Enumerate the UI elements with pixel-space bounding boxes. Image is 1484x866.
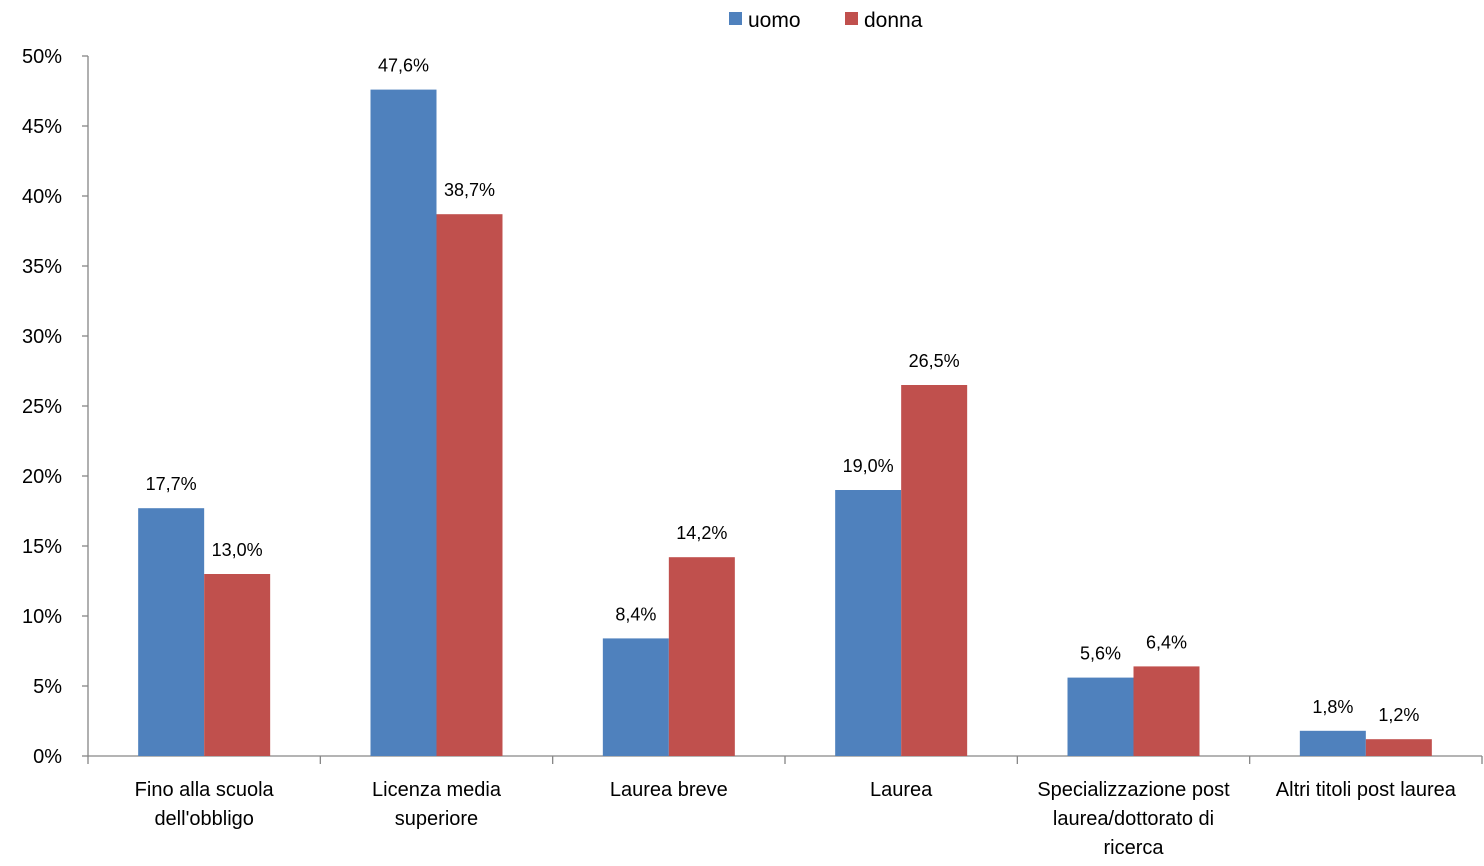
legend-swatch-uomo [729, 12, 742, 25]
bar-uomo [602, 638, 669, 756]
y-tick-label: 45% [22, 116, 62, 138]
data-label-uomo: 8,4% [615, 604, 656, 624]
y-tick-label: 40% [22, 186, 62, 208]
data-label-donna: 14,2% [676, 523, 727, 543]
bar-donna [901, 385, 968, 756]
legend: uomo donna [729, 9, 923, 32]
data-label-donna: 26,5% [909, 351, 960, 371]
category-label: Licenza media superiore [372, 779, 502, 830]
y-tick-label: 30% [22, 326, 62, 348]
bar-donna [204, 574, 271, 756]
bar-uomo [1067, 677, 1134, 756]
y-tick-label: 10% [22, 606, 62, 628]
data-label-uomo: 5,6% [1080, 644, 1121, 664]
x-axis: Fino alla scuola dell'obbligo Licenza medi… [87, 755, 1483, 859]
y-tick-label: 25% [22, 396, 62, 418]
bar-donna [1133, 666, 1200, 756]
category-label: Laurea breve [610, 779, 728, 801]
data-labels: 17,7% 47,6% 8,4% 19,0% 5,6% 1,8% 13,0% 38,7% 14,… [146, 56, 1420, 726]
y-tick-label: 20% [22, 466, 62, 488]
y-tick-label: 50% [22, 46, 62, 68]
data-label-uomo: 19,0% [843, 456, 894, 476]
data-label-donna: 38,7% [444, 180, 495, 200]
legend-label-donna: donna [864, 9, 923, 32]
y-tick-label: 15% [22, 536, 62, 558]
y-tick-label: 35% [22, 256, 62, 278]
category-label: Fino alla scuola dell'obbligo [135, 779, 275, 830]
bar-uomo [370, 89, 437, 757]
bar-donna [436, 214, 503, 756]
y-axis: 0% 5% 10% 15% 20% 25% 30% 35% 40% 45% 50% [22, 46, 89, 768]
bar-donna [1365, 739, 1432, 756]
category-label: Altri titoli post laurea [1276, 779, 1457, 801]
bars [138, 89, 1432, 757]
data-label-donna: 13,0% [212, 540, 263, 560]
data-label-uomo: 1,8% [1312, 697, 1353, 717]
category-label: Specializzazione post laurea/dottorato di… [1037, 779, 1230, 859]
bar-uomo [1299, 730, 1366, 756]
legend-label-uomo: uomo [748, 9, 801, 32]
category-label: Laurea [870, 779, 933, 801]
bar-uomo [138, 508, 205, 756]
bar-donna [668, 557, 735, 756]
data-label-uomo: 47,6% [378, 56, 429, 76]
data-label-uomo: 17,7% [146, 474, 197, 494]
bar-uomo [835, 490, 902, 756]
y-tick-label: 0% [33, 746, 62, 768]
legend-swatch-donna [845, 12, 858, 25]
y-tick-label: 5% [33, 676, 62, 698]
data-label-donna: 1,2% [1378, 705, 1419, 725]
data-label-donna: 6,4% [1146, 632, 1187, 652]
